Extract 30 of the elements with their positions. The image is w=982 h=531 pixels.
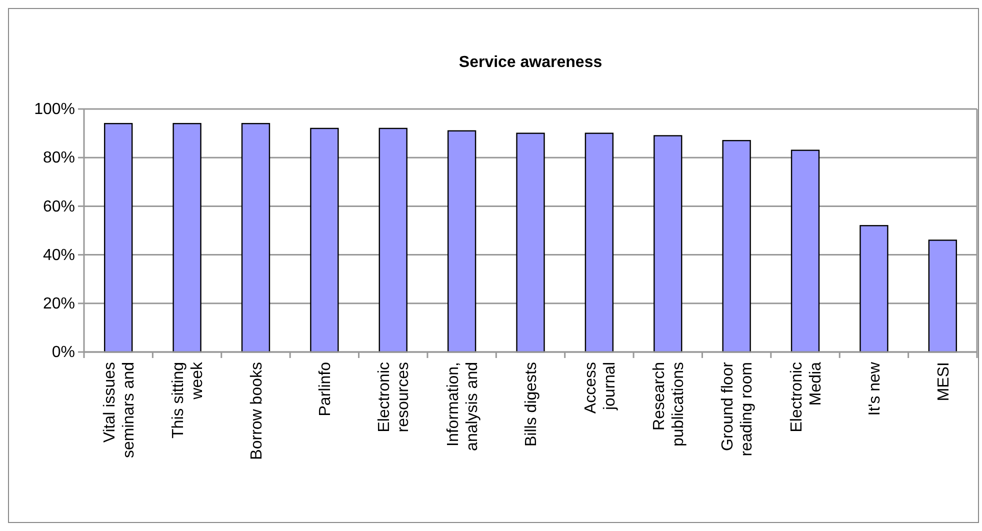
x-tick-label: It's new (866, 362, 884, 416)
bar (378, 128, 408, 353)
x-tick-label: Electronic Media (788, 362, 824, 432)
bar (310, 128, 339, 353)
x-tick-label: MESI (935, 362, 952, 402)
x-tick-label: Borrow books (248, 362, 266, 460)
x-tick-label: Vital issues seminars and (101, 362, 138, 458)
y-tick-label: 0% (52, 344, 75, 362)
x-tick-label: Parlinfo (317, 362, 334, 416)
x-tick-label: Access journal (582, 362, 618, 414)
y-tick-label: 20% (42, 296, 75, 313)
bar (654, 135, 682, 353)
bar (516, 132, 545, 353)
bar (241, 122, 270, 353)
bar (860, 225, 888, 353)
y-tick-label: 40% (42, 246, 75, 264)
bar (447, 130, 476, 353)
bar (722, 140, 751, 353)
x-tick-label: This sitting week (170, 361, 206, 438)
bar (584, 132, 614, 353)
x-tick-label: Bills digests (523, 362, 540, 446)
y-tick-label: 100% (34, 101, 75, 118)
bar (172, 122, 202, 353)
bar (104, 122, 133, 353)
y-tick-label: 80% (42, 150, 75, 167)
x-tick-label: Electronic resources (376, 362, 412, 432)
chart-title: Service awareness (458, 54, 602, 71)
y-tick-label: 60% (42, 198, 75, 216)
bar (790, 150, 820, 353)
bar (928, 240, 957, 353)
